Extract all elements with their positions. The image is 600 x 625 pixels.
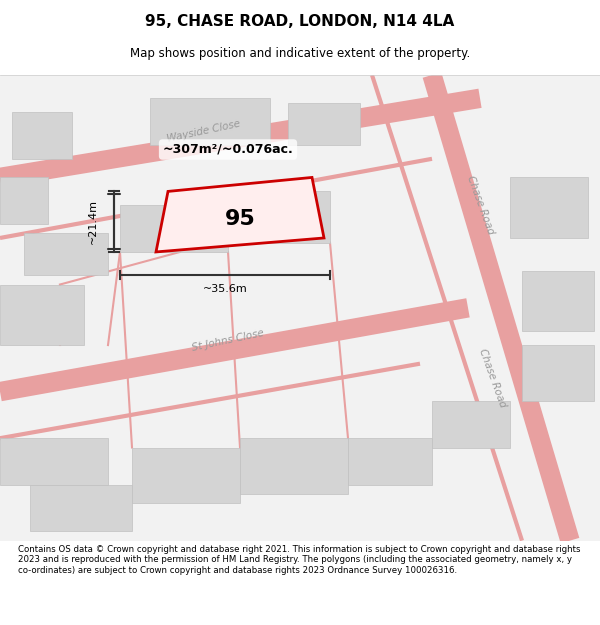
Polygon shape bbox=[0, 284, 84, 345]
Text: Chase Road: Chase Road bbox=[465, 174, 495, 236]
Text: ~35.6m: ~35.6m bbox=[203, 284, 247, 294]
Polygon shape bbox=[510, 177, 588, 238]
Text: 95, CHASE ROAD, LONDON, N14 4LA: 95, CHASE ROAD, LONDON, N14 4LA bbox=[145, 14, 455, 29]
Text: ~307m²/~0.076ac.: ~307m²/~0.076ac. bbox=[163, 143, 293, 156]
Polygon shape bbox=[522, 345, 594, 401]
Polygon shape bbox=[240, 438, 348, 494]
Polygon shape bbox=[288, 103, 360, 145]
Polygon shape bbox=[132, 448, 240, 503]
Polygon shape bbox=[120, 206, 228, 252]
Polygon shape bbox=[0, 177, 48, 224]
Polygon shape bbox=[432, 401, 510, 448]
Polygon shape bbox=[0, 438, 108, 485]
Text: Chase Road: Chase Road bbox=[477, 347, 507, 409]
Text: Contains OS data © Crown copyright and database right 2021. This information is : Contains OS data © Crown copyright and d… bbox=[18, 545, 581, 574]
Polygon shape bbox=[24, 233, 108, 275]
Polygon shape bbox=[150, 98, 270, 145]
Polygon shape bbox=[228, 191, 330, 242]
Text: Wayside Close: Wayside Close bbox=[166, 118, 242, 144]
Polygon shape bbox=[522, 271, 594, 331]
Polygon shape bbox=[30, 485, 132, 531]
Polygon shape bbox=[12, 112, 72, 159]
Text: St Johns Close: St Johns Close bbox=[191, 328, 265, 353]
Text: 95: 95 bbox=[224, 209, 256, 229]
Text: Map shows position and indicative extent of the property.: Map shows position and indicative extent… bbox=[130, 48, 470, 61]
Polygon shape bbox=[348, 438, 432, 485]
Polygon shape bbox=[156, 177, 324, 252]
Text: ~21.4m: ~21.4m bbox=[88, 199, 98, 244]
